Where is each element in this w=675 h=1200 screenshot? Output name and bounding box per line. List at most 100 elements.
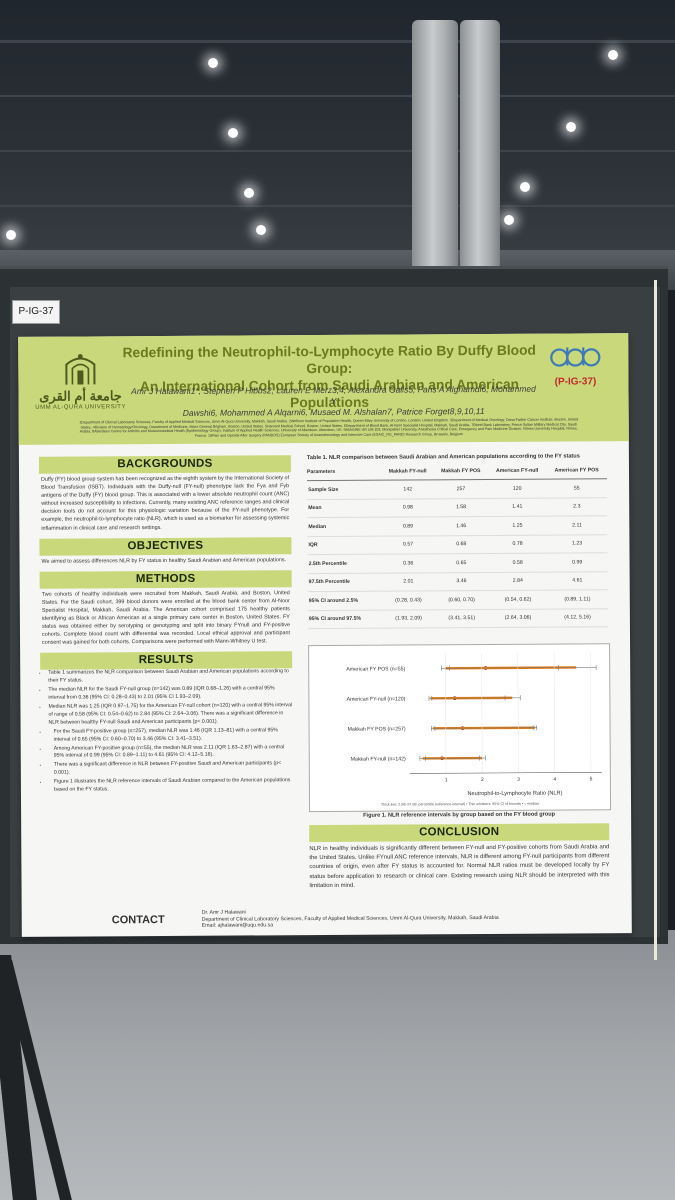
grid-line xyxy=(445,653,447,774)
table-header-cell: American FY-null xyxy=(487,465,547,480)
table-cell: 4.61 xyxy=(546,571,608,591)
authors: Amr J Halawani1*, Stephen P Hibbs2, Laur… xyxy=(128,384,538,420)
table-cell: 142 xyxy=(381,479,434,499)
table-cell: Sample Size xyxy=(307,480,382,500)
conference-logo-icon xyxy=(550,347,601,367)
ceiling-beam xyxy=(0,150,675,152)
interval-chart: Makkah FY-null (n=142) Makkah FY POS (n=2… xyxy=(308,643,612,813)
table-cell: 0.57 xyxy=(382,535,435,555)
table-cell: 1.58 xyxy=(433,498,489,517)
ci-whisker xyxy=(431,727,537,729)
group-label: American FY POS (n=55) xyxy=(346,666,405,672)
table-row: 95% CI around 97.5% (1.93, 2.09) (3.41, … xyxy=(307,608,608,629)
table-cell: 0.65 xyxy=(434,553,489,573)
ceiling xyxy=(0,0,675,280)
table-cell: (1.93, 2.09) xyxy=(382,609,435,629)
table-cell: 1.25 xyxy=(488,516,547,536)
results-heading: RESULTS xyxy=(40,651,293,671)
ceiling-light xyxy=(244,188,254,198)
nlr-table: Parameters Makkah FY-null Makkah FY POS … xyxy=(306,465,608,629)
x-tick-label: 3 xyxy=(517,777,520,783)
ci-whisker xyxy=(441,667,597,669)
board-tag: P-IG-37 xyxy=(12,300,60,324)
table-cell: (0.89, 1.11) xyxy=(547,589,608,609)
affiliations: 1Department of Clinical Laboratory Scien… xyxy=(79,417,579,438)
poster-code: (P-IG-37) xyxy=(554,376,597,388)
methods-text: Two cohorts of healthy individuals were … xyxy=(41,589,291,647)
group-label: American FY-null (n=120) xyxy=(347,696,406,702)
table-row: 2.5th Percentile 0.36 0.65 0.58 0.99 xyxy=(307,552,608,574)
pillar xyxy=(412,20,458,270)
table-cell: 3.46 xyxy=(434,571,489,591)
table-header-cell: Makkah FY-null xyxy=(381,466,434,481)
objectives-heading: OBJECTIVES xyxy=(39,536,292,556)
table-cell: 1.23 xyxy=(546,534,608,554)
table-cell: 1.41 xyxy=(488,497,547,517)
objectives-text: We aimed to assess differences NLR by FY… xyxy=(41,556,287,565)
results-item: Table 1 summarizes the NLR comparison be… xyxy=(48,669,292,686)
ceiling-light xyxy=(520,182,530,192)
university-logo: جامعة أم القرى UMM AL-QURA UNIVERSITY xyxy=(32,350,128,421)
table-header-cell: Parameters xyxy=(306,466,382,481)
university-emblem-icon xyxy=(65,354,96,385)
table-cell: 0.78 xyxy=(488,534,547,554)
authors-line-1: Amr J Halawani1*, Stephen P Hibbs2, Laur… xyxy=(131,383,536,406)
backgrounds-heading: BACKGROUNDS xyxy=(38,455,292,474)
left-column: BACKGROUNDS Duffy (FY) blood group syste… xyxy=(38,455,293,796)
table-cell: 0.89 xyxy=(381,516,435,536)
title-line-1: Redefining the Neutrophil-to-Lymphocyte … xyxy=(122,342,536,377)
table-cell: 120 xyxy=(487,479,547,499)
results-item: Median NLR was 1.25 (IQR 0.97–1.75) for … xyxy=(48,702,292,727)
methods-heading: METHODS xyxy=(39,569,292,589)
table-row: 95% CI around 2.5% (0.28, 0.43) (0.60, 0… xyxy=(307,589,608,611)
x-axis-line xyxy=(409,772,602,774)
right-column: Table 1. NLR comparison between Saudi Ar… xyxy=(306,453,612,889)
grid-line xyxy=(481,653,483,774)
table-header-cell: American FY POS xyxy=(546,465,608,480)
pillar xyxy=(460,20,500,270)
table-cell: 55 xyxy=(546,478,608,498)
ceiling-beam xyxy=(0,205,675,207)
table-header-cell: Makkah FY POS xyxy=(433,466,488,480)
table-cell: 2.84 xyxy=(488,571,548,591)
table-cell: Median xyxy=(307,517,383,537)
table-caption: Table 1. NLR comparison between Saudi Ar… xyxy=(306,453,580,462)
grid-line xyxy=(553,652,556,773)
group-label: Makkah FY-null (n=142) xyxy=(351,756,406,762)
results-item: The median NLR for the Saudi FY-null gro… xyxy=(48,685,292,702)
table-cell: 2.11 xyxy=(546,515,608,535)
table-cell: (3.41, 3.51) xyxy=(434,608,489,628)
floor xyxy=(0,930,675,1200)
figure-caption: Figure 1. NLR reference intervals by gro… xyxy=(363,811,556,819)
table-cell: Mean xyxy=(307,498,382,518)
ceiling-beam xyxy=(0,40,675,43)
results-item: For the Saudi FY-positive group (n=257),… xyxy=(49,727,293,744)
x-axis-label: Neutrophil-to-Lymphocyte Ratio (NLR) xyxy=(467,791,562,798)
conference-brand: (P-IG-37) xyxy=(540,343,610,388)
table-row: Sample Size 142 257 120 55 xyxy=(307,478,608,500)
table-row: Median 0.89 1.46 1.25 2.11 xyxy=(307,515,608,537)
table-cell: 97.5th Percentile xyxy=(307,572,383,592)
table-cell: (0.60, 0.70) xyxy=(434,590,489,610)
table-cell: IQR xyxy=(307,535,383,555)
x-tick-label: 1 xyxy=(445,777,448,783)
table-cell: 1.46 xyxy=(433,516,489,536)
ceiling-light xyxy=(208,58,218,68)
table-cell: (2.64, 3.06) xyxy=(488,608,548,628)
poster-header: جامعة أم القرى UMM AL-QURA UNIVERSITY Re… xyxy=(18,333,629,445)
ceiling-light xyxy=(608,50,618,60)
table-cell: 2.01 xyxy=(382,572,435,592)
table-cell: (0.28, 0.43) xyxy=(382,590,435,610)
poster: جامعة أم القرى UMM AL-QURA UNIVERSITY Re… xyxy=(18,333,632,937)
table-cell: 2.5th Percentile xyxy=(307,554,383,574)
ceiling-light xyxy=(566,122,576,132)
table-cell: 0.58 xyxy=(488,553,547,572)
table-cell: 0.36 xyxy=(382,553,435,573)
ceiling-beam xyxy=(0,95,675,97)
x-tick-label: 5 xyxy=(590,776,593,782)
contact-email[interactable]: Email: ajhalawani@uqu.edu.sa xyxy=(201,922,274,929)
results-item: Among American FY-positive group (n=55),… xyxy=(49,744,293,761)
table-cell: 0.98 xyxy=(381,498,434,518)
grid-line xyxy=(517,652,519,773)
table-cell: (0.54, 0.62) xyxy=(488,590,548,609)
